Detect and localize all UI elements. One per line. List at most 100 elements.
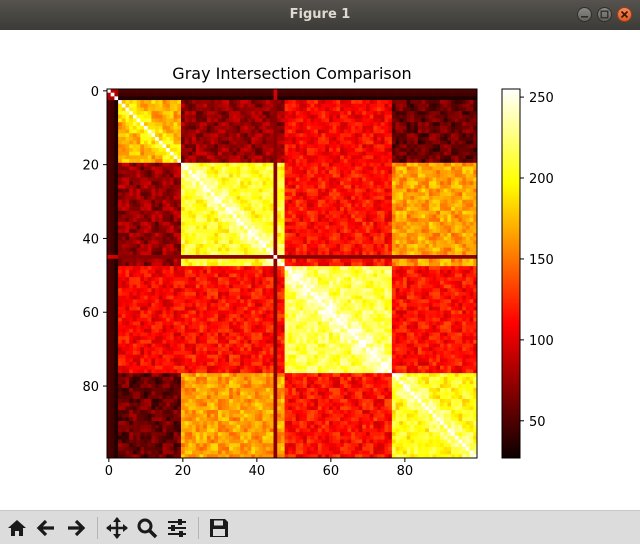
heatmap-cell [269, 225, 274, 230]
heatmap-cell [114, 118, 119, 123]
heatmap-cell [388, 111, 393, 116]
heatmap-cell [354, 266, 359, 271]
close-icon [620, 10, 629, 19]
heatmap-cell [417, 136, 422, 142]
heatmap-cell [462, 218, 467, 223]
heatmap-cell [451, 151, 456, 156]
heatmap-cell [447, 148, 452, 153]
heatmap-cell [325, 181, 330, 186]
heatmap-cell [188, 129, 193, 134]
heatmap-cell [384, 173, 389, 178]
heatmap-cell [325, 188, 330, 193]
heatmap-cell [181, 103, 186, 108]
heatmap-cell [428, 96, 433, 101]
heatmap-cell [280, 96, 285, 101]
heatmap-cell [462, 199, 467, 204]
heatmap-cell [362, 210, 367, 215]
heatmap-cell [325, 96, 330, 101]
heatmap-cell [454, 103, 459, 108]
minimize-button[interactable] [577, 7, 592, 22]
heatmap-cell [118, 159, 123, 164]
heatmap-cell [214, 218, 219, 223]
heatmap-cell [110, 89, 115, 94]
heatmap-cell [247, 140, 252, 145]
heatmap-cell [118, 262, 123, 267]
heatmap-cell [129, 251, 134, 256]
heatmap-cell [273, 240, 278, 245]
heatmap-cell [269, 162, 274, 167]
heatmap-cell [321, 199, 326, 204]
heatmap-cell [280, 269, 285, 274]
heatmap-cell [136, 266, 141, 271]
heatmap-cell [354, 177, 359, 182]
heatmap-cell [140, 188, 145, 193]
heatmap-cell [369, 144, 374, 149]
heatmap-cell [229, 207, 234, 212]
heatmap-cell [236, 103, 241, 108]
heatmap-cell [391, 255, 396, 260]
heatmap-cell [284, 133, 289, 138]
heatmap-cell [458, 144, 463, 149]
heatmap-cell [362, 221, 367, 226]
heatmap-cell [354, 236, 359, 241]
heatmap-cell [218, 133, 223, 138]
heatmap-cell [325, 103, 330, 108]
heatmap-cell [266, 266, 271, 271]
heatmap-cell [240, 203, 245, 208]
heatmap-cell [125, 243, 130, 249]
heatmap-cell [329, 203, 334, 208]
heatmap-cell [295, 229, 300, 234]
heatmap-cell [173, 207, 178, 212]
heatmap-cell [306, 155, 311, 160]
heatmap-cell [110, 229, 115, 234]
heatmap-cell [243, 262, 248, 267]
heatmap-cell [284, 92, 289, 97]
heatmap-cell [269, 181, 274, 186]
heatmap-cell [195, 214, 200, 219]
heatmap-cell [188, 218, 193, 223]
heatmap-cell [340, 243, 345, 249]
heatmap-cell [162, 155, 167, 160]
heatmap-cell [362, 144, 367, 149]
heatmap-cell [107, 125, 112, 130]
heatmap-cell [262, 243, 267, 249]
heatmap-cell [206, 225, 211, 230]
heatmap-cell [469, 214, 474, 219]
heatmap-cell [199, 232, 204, 237]
close-button[interactable] [617, 7, 632, 22]
heatmap-cell [251, 107, 256, 112]
maximize-button[interactable] [597, 7, 612, 22]
heatmap-cell [251, 258, 256, 263]
heatmap-cell [284, 125, 289, 130]
heatmap-cell [373, 262, 378, 267]
heatmap-cell [325, 162, 330, 167]
heatmap-cell [114, 218, 119, 223]
heatmap-cell [295, 159, 300, 164]
heatmap-cell [454, 122, 459, 127]
heatmap-cell [225, 240, 230, 245]
heatmap-cell [225, 207, 230, 212]
heatmap-cell [247, 89, 252, 94]
heatmap-cell [310, 107, 315, 112]
heatmap-cell [292, 232, 297, 237]
heatmap-cell [395, 140, 400, 145]
heatmap-cell [140, 166, 145, 171]
heatmap-cell [384, 118, 389, 123]
heatmap-cell [336, 170, 341, 175]
heatmap-cell [321, 210, 326, 215]
heatmap-cell [136, 166, 141, 171]
heatmap-cell [388, 188, 393, 193]
heatmap-cell [203, 266, 208, 271]
heatmap-cell [140, 210, 145, 215]
heatmap-cell [321, 258, 326, 263]
heatmap-cell [343, 196, 348, 201]
figure-canvas[interactable]: Gray Intersection Comparison 0 20 40 60 80 0 2… [0, 30, 640, 510]
heatmap-cell [229, 96, 234, 101]
heatmap-cell [203, 196, 208, 201]
heatmap-cell [351, 207, 356, 212]
heatmap-cell [273, 100, 278, 105]
heatmap-cell [199, 107, 204, 112]
heatmap-cell [132, 166, 137, 171]
heatmap-cell [255, 118, 260, 123]
heatmap-cell [299, 92, 304, 97]
